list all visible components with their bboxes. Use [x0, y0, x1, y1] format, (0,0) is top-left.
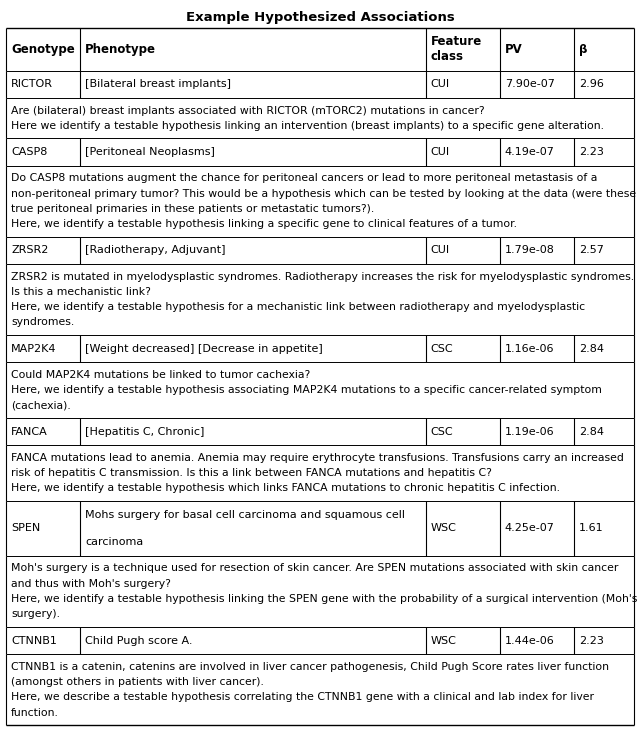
Text: Here, we describe a testable hypothesis correlating the CTNNB1 gene with a clini: Here, we describe a testable hypothesis … — [11, 693, 594, 702]
Text: CSC: CSC — [431, 426, 453, 437]
Text: 7.90e-07: 7.90e-07 — [504, 79, 554, 90]
Text: (amongst others in patients with liver cancer).: (amongst others in patients with liver c… — [11, 677, 264, 687]
Text: Genotype: Genotype — [11, 43, 75, 56]
Text: PV: PV — [504, 43, 522, 56]
Text: CUI: CUI — [431, 79, 450, 90]
Text: [Bilateral breast implants]: [Bilateral breast implants] — [85, 79, 231, 90]
Text: 2.23: 2.23 — [579, 636, 604, 646]
Text: Phenotype: Phenotype — [85, 43, 156, 56]
Text: Mohs surgery for basal cell carcinoma and squamous cell: Mohs surgery for basal cell carcinoma an… — [85, 510, 405, 520]
Text: Could MAP2K4 mutations be linked to tumor cachexia?: Could MAP2K4 mutations be linked to tumo… — [11, 370, 310, 380]
Text: and thus with Moh's surgery?: and thus with Moh's surgery? — [11, 579, 171, 589]
Text: FANCA mutations lead to anemia. Anemia may require erythrocyte transfusions. Tra: FANCA mutations lead to anemia. Anemia m… — [11, 453, 624, 463]
Text: WSC: WSC — [431, 636, 456, 646]
Text: 1.16e-06: 1.16e-06 — [504, 343, 554, 354]
Text: CTNNB1: CTNNB1 — [11, 636, 57, 646]
Text: MAP2K4: MAP2K4 — [11, 343, 56, 354]
Text: 1.19e-06: 1.19e-06 — [504, 426, 554, 437]
Text: CASP8: CASP8 — [11, 147, 47, 157]
Text: [Hepatitis C, Chronic]: [Hepatitis C, Chronic] — [85, 426, 205, 437]
Text: 4.25e-07: 4.25e-07 — [504, 523, 554, 534]
Text: FANCA: FANCA — [11, 426, 48, 437]
Text: Here we identify a testable hypothesis linking an intervention (breast implants): Here we identify a testable hypothesis l… — [11, 121, 604, 131]
Text: carcinoma: carcinoma — [85, 537, 143, 547]
Text: Example Hypothesized Associations: Example Hypothesized Associations — [186, 11, 454, 24]
Text: Child Pugh score A.: Child Pugh score A. — [85, 636, 193, 646]
Text: Here, we identify a testable hypothesis associating MAP2K4 mutations to a specif: Here, we identify a testable hypothesis … — [11, 385, 602, 395]
Text: Moh's surgery is a technique used for resection of skin cancer. Are SPEN mutatio: Moh's surgery is a technique used for re… — [11, 564, 618, 574]
Text: β: β — [579, 43, 587, 56]
Text: Is this a mechanistic link?: Is this a mechanistic link? — [11, 286, 151, 297]
Text: [Radiotherapy, Adjuvant]: [Radiotherapy, Adjuvant] — [85, 246, 226, 255]
Text: 2.96: 2.96 — [579, 79, 604, 90]
Text: true peritoneal primaries in these patients or metastatic tumors?).: true peritoneal primaries in these patie… — [11, 204, 374, 214]
Text: Here, we identify a testable hypothesis for a mechanistic link between radiother: Here, we identify a testable hypothesis … — [11, 302, 585, 312]
Text: CUI: CUI — [431, 147, 450, 157]
Text: RICTOR: RICTOR — [11, 79, 53, 90]
Text: 1.79e-08: 1.79e-08 — [504, 246, 554, 255]
Text: Here, we identify a testable hypothesis which links FANCA mutations to chronic h: Here, we identify a testable hypothesis … — [11, 483, 560, 494]
Text: Feature
class: Feature class — [431, 35, 482, 63]
Text: CSC: CSC — [431, 343, 453, 354]
Text: 2.23: 2.23 — [579, 147, 604, 157]
Text: function.: function. — [11, 708, 59, 717]
Text: 2.57: 2.57 — [579, 246, 604, 255]
Text: risk of hepatitis C transmission. Is this a link between FANCA mutations and hep: risk of hepatitis C transmission. Is thi… — [11, 468, 492, 478]
Text: surgery).: surgery). — [11, 609, 60, 620]
Text: Here, we identify a testable hypothesis linking a specific gene to clinical feat: Here, we identify a testable hypothesis … — [11, 219, 517, 229]
Text: Are (bilateral) breast implants associated with RICTOR (mTORC2) mutations in can: Are (bilateral) breast implants associat… — [11, 106, 484, 116]
Text: 2.84: 2.84 — [579, 426, 604, 437]
Text: Here, we identify a testable hypothesis linking the SPEN gene with the probabili: Here, we identify a testable hypothesis … — [11, 594, 637, 604]
Text: [Weight decreased] [Decrease in appetite]: [Weight decreased] [Decrease in appetite… — [85, 343, 323, 354]
Text: CUI: CUI — [431, 246, 450, 255]
Text: SPEN: SPEN — [11, 523, 40, 534]
Text: CTNNB1 is a catenin, catenins are involved in liver cancer pathogenesis, Child P: CTNNB1 is a catenin, catenins are involv… — [11, 662, 609, 671]
Text: 1.61: 1.61 — [579, 523, 604, 534]
Text: ZRSR2 is mutated in myelodysplastic syndromes. Radiotherapy increases the risk f: ZRSR2 is mutated in myelodysplastic synd… — [11, 271, 634, 281]
Text: syndromes.: syndromes. — [11, 317, 74, 327]
Text: non-peritoneal primary tumor? This would be a hypothesis which can be tested by : non-peritoneal primary tumor? This would… — [11, 189, 636, 198]
Text: (cachexia).: (cachexia). — [11, 400, 71, 410]
Text: 4.19e-07: 4.19e-07 — [504, 147, 554, 157]
Text: ZRSR2: ZRSR2 — [11, 246, 49, 255]
Text: 1.44e-06: 1.44e-06 — [504, 636, 554, 646]
Text: WSC: WSC — [431, 523, 456, 534]
Text: 2.84: 2.84 — [579, 343, 604, 354]
Text: Do CASP8 mutations augment the chance for peritoneal cancers or lead to more per: Do CASP8 mutations augment the chance fo… — [11, 174, 597, 183]
Text: [Peritoneal Neoplasms]: [Peritoneal Neoplasms] — [85, 147, 215, 157]
